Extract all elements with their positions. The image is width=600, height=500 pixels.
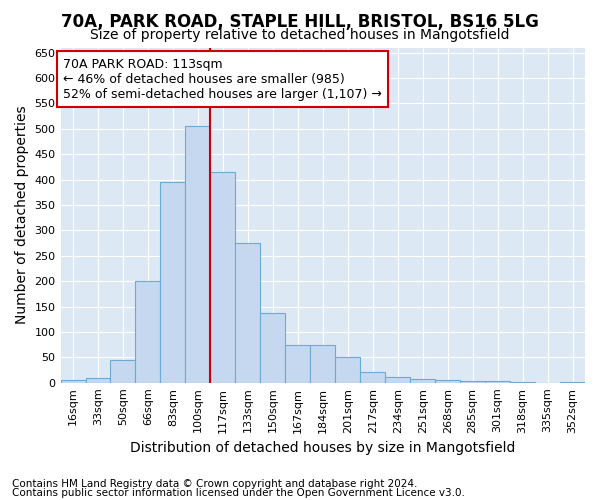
Bar (235, 243, 260, 383)
Bar (185, 126, 211, 383)
Bar (286, 344, 310, 383)
Bar (61, 380, 86, 383)
Bar (410, 378, 435, 383)
Text: Contains public sector information licensed under the Open Government Licence v3: Contains public sector information licen… (12, 488, 465, 498)
Bar (260, 312, 286, 383)
Bar (110, 360, 136, 383)
X-axis label: Distribution of detached houses by size in Mangotsfield: Distribution of detached houses by size … (130, 441, 515, 455)
Bar (360, 372, 385, 383)
Bar (510, 382, 535, 383)
Text: Contains HM Land Registry data © Crown copyright and database right 2024.: Contains HM Land Registry data © Crown c… (12, 479, 418, 489)
Text: 70A, PARK ROAD, STAPLE HILL, BRISTOL, BS16 5LG: 70A, PARK ROAD, STAPLE HILL, BRISTOL, BS… (61, 12, 539, 30)
Y-axis label: Number of detached properties: Number of detached properties (15, 106, 29, 324)
Text: Size of property relative to detached houses in Mangotsfield: Size of property relative to detached ho… (90, 28, 510, 42)
Text: 70A PARK ROAD: 113sqm
← 46% of detached houses are smaller (985)
52% of semi-det: 70A PARK ROAD: 113sqm ← 46% of detached … (63, 58, 382, 100)
Bar (385, 376, 410, 383)
Bar (86, 378, 110, 383)
Bar (211, 172, 235, 383)
Bar (136, 281, 160, 383)
Bar (310, 344, 335, 383)
Bar (460, 382, 485, 383)
Bar (335, 358, 360, 383)
Bar (435, 380, 460, 383)
Bar (560, 382, 585, 383)
Bar (485, 382, 510, 383)
Bar (160, 182, 185, 383)
